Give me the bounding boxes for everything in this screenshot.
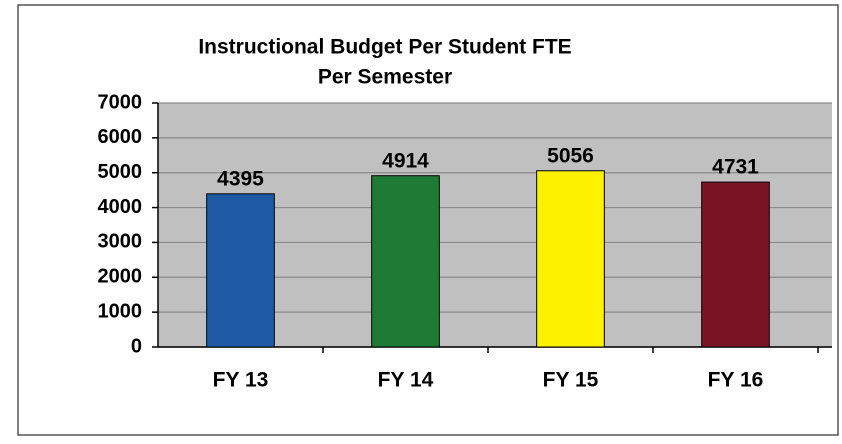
bar — [701, 181, 770, 348]
y-tick-label: 2000 — [98, 266, 143, 288]
y-tick-label: 4000 — [98, 196, 143, 218]
y-tick-label: 3000 — [98, 231, 143, 253]
y-tick-label: 0 — [131, 335, 142, 357]
x-tick-label: FY 14 — [378, 369, 434, 392]
y-tick-label: 7000 — [98, 91, 143, 113]
y-tick-label: 6000 — [98, 126, 143, 148]
bar — [371, 175, 440, 348]
chart-title: Per Semester — [318, 66, 452, 89]
data-label: 4395 — [217, 167, 264, 190]
y-tick-label: 5000 — [98, 161, 143, 183]
chart-title: Instructional Budget Per Student FTE — [198, 36, 571, 59]
x-tick-label: FY 16 — [708, 369, 764, 392]
data-label: 5056 — [547, 144, 594, 167]
x-tick-label: FY 13 — [213, 369, 269, 392]
x-tick-label: FY 15 — [543, 369, 599, 392]
bar — [206, 193, 275, 348]
bar — [536, 170, 605, 348]
data-label: 4731 — [712, 156, 759, 179]
data-label: 4914 — [382, 149, 429, 172]
y-tick-label: 1000 — [98, 300, 143, 322]
